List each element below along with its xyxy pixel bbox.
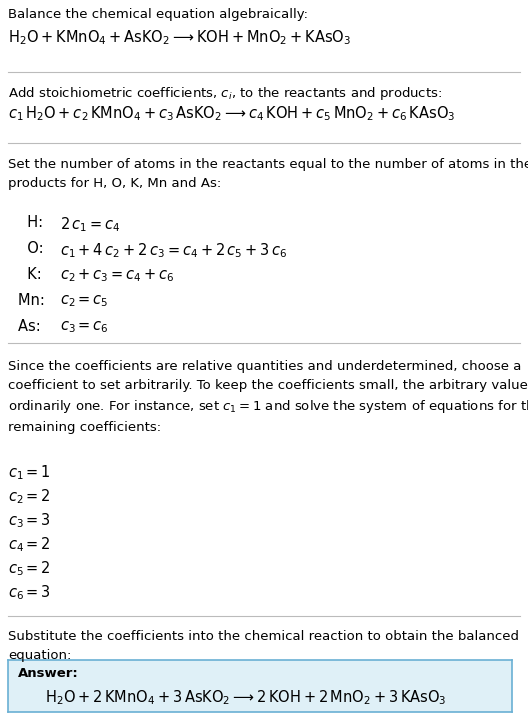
- Text: Since the coefficients are relative quantities and underdetermined, choose a
coe: Since the coefficients are relative quan…: [8, 360, 528, 434]
- Text: Set the number of atoms in the reactants equal to the number of atoms in the
pro: Set the number of atoms in the reactants…: [8, 158, 528, 190]
- Text: $c_2 + c_3 = c_4 + c_6$: $c_2 + c_3 = c_4 + c_6$: [60, 267, 175, 284]
- Text: $c_1\,\mathrm{H_2O} + c_2\,\mathrm{KMnO_4} + c_3\,\mathrm{AsKO_2} \longrightarro: $c_1\,\mathrm{H_2O} + c_2\,\mathrm{KMnO_…: [8, 104, 456, 123]
- Text: $c_3 = c_6$: $c_3 = c_6$: [60, 319, 109, 335]
- Text: $c_2 = c_5$: $c_2 = c_5$: [60, 293, 109, 309]
- Text: Substitute the coefficients into the chemical reaction to obtain the balanced
eq: Substitute the coefficients into the che…: [8, 630, 519, 661]
- Text: $2\,c_1 = c_4$: $2\,c_1 = c_4$: [60, 215, 120, 233]
- Text: $\mathrm{H_2O + KMnO_4 + AsKO_2} \longrightarrow \mathrm{KOH + MnO_2 + KAsO_3}$: $\mathrm{H_2O + KMnO_4 + AsKO_2} \longri…: [8, 28, 351, 47]
- Text: $\mathrm{H_2O} + 2\,\mathrm{KMnO_4} + 3\,\mathrm{AsKO_2} \longrightarrow 2\,\mat: $\mathrm{H_2O} + 2\,\mathrm{KMnO_4} + 3\…: [45, 688, 447, 707]
- Text: $c_1 = 1$: $c_1 = 1$: [8, 463, 51, 482]
- Text: Add stoichiometric coefficients, $c_i$, to the reactants and products:: Add stoichiometric coefficients, $c_i$, …: [8, 85, 442, 102]
- Text: H:: H:: [18, 215, 52, 230]
- Text: $c_6 = 3$: $c_6 = 3$: [8, 583, 51, 602]
- Text: $c_2 = 2$: $c_2 = 2$: [8, 487, 51, 505]
- Text: $c_4 = 2$: $c_4 = 2$: [8, 535, 51, 554]
- Text: $c_5 = 2$: $c_5 = 2$: [8, 559, 51, 578]
- Text: $c_3 = 3$: $c_3 = 3$: [8, 511, 51, 530]
- Text: As:: As:: [18, 319, 50, 334]
- Text: Balance the chemical equation algebraically:: Balance the chemical equation algebraica…: [8, 8, 308, 21]
- Text: O:: O:: [18, 241, 53, 256]
- Text: Answer:: Answer:: [18, 667, 79, 680]
- Text: K:: K:: [18, 267, 51, 282]
- Text: Mn:: Mn:: [18, 293, 54, 308]
- Text: $c_1 + 4\,c_2 + 2\,c_3 = c_4 + 2\,c_5 + 3\,c_6$: $c_1 + 4\,c_2 + 2\,c_3 = c_4 + 2\,c_5 + …: [60, 241, 287, 260]
